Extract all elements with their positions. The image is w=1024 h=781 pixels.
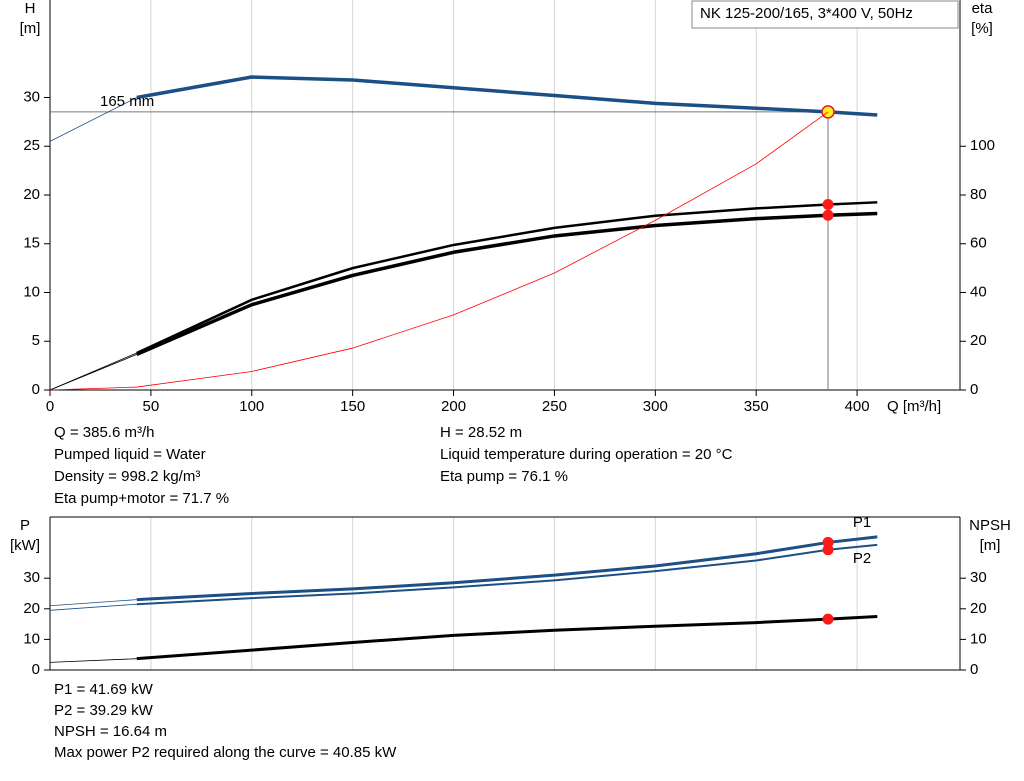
curve-extension: [49, 354, 137, 391]
y2-tick-label: 0: [970, 381, 978, 398]
title-box: [691, 0, 959, 29]
curve-label: P2: [853, 550, 871, 567]
x-tick-label: 150: [340, 398, 365, 415]
info-text: Eta pump+motor = 71.7 %: [54, 490, 229, 507]
info-text: Max power P2 required along the curve = …: [54, 744, 397, 761]
y-tick-label: 0: [32, 661, 40, 678]
duty-point: [822, 199, 834, 211]
y2-tick-label: 20: [970, 600, 987, 617]
x-tick-label: 50: [143, 398, 160, 415]
x-tick-label: 400: [845, 398, 870, 415]
y2-axis-label: eta: [972, 0, 994, 17]
y-tick-label: 25: [23, 137, 40, 154]
duty-point: [822, 544, 834, 556]
y-tick-label: 10: [23, 630, 40, 647]
y-tick-label: 5: [32, 332, 40, 349]
duty-point: [822, 613, 834, 625]
y2-tick-label: 80: [970, 186, 987, 203]
info-text: H = 28.52 m: [440, 424, 522, 441]
info-text: Liquid temperature during operation = 20…: [440, 446, 733, 463]
y-tick-label: 30: [23, 569, 40, 586]
y2-tick-label: 20: [970, 332, 987, 349]
y-axis-label: P: [20, 517, 30, 534]
y-tick-label: 20: [23, 600, 40, 617]
info-text: NPSH = 16.64 m: [54, 723, 167, 740]
curve: [136, 211, 878, 357]
curve-extension: [49, 97, 137, 142]
curve-label: 165 mm: [100, 93, 154, 110]
curve: [136, 201, 878, 355]
y2-tick-label: 10: [970, 630, 987, 647]
y-tick-label: 10: [23, 283, 40, 300]
x-tick-label: 250: [542, 398, 567, 415]
info-text: Density = 998.2 kg/m³: [54, 468, 200, 485]
y-axis-label: H: [25, 0, 36, 17]
y2-tick-label: 0: [970, 661, 978, 678]
y2-axis-label: NPSH: [969, 517, 1011, 534]
y-tick-label: 20: [23, 186, 40, 203]
curve: [136, 535, 878, 602]
chart-title: NK 125-200/165, 3*400 V, 50Hz: [700, 5, 913, 22]
info-text: P1 = 41.69 kW: [54, 681, 154, 698]
curve-extension: [49, 599, 137, 607]
x-tick-label: 200: [441, 398, 466, 415]
y-tick-label: 30: [23, 88, 40, 105]
x-tick-label: 0: [46, 398, 54, 415]
x-tick-label: 100: [239, 398, 264, 415]
x-axis-label: Q [m³/h]: [887, 398, 941, 415]
info-text: P2 = 39.29 kW: [54, 702, 154, 719]
y-tick-label: 15: [23, 235, 40, 252]
curve-extension: [49, 603, 137, 611]
y2-axis-label: [m]: [980, 537, 1001, 554]
duty-point: [822, 209, 834, 221]
y-tick-label: 0: [32, 381, 40, 398]
curve-label: P1: [853, 514, 871, 531]
info-text: Eta pump = 76.1 %: [440, 468, 568, 485]
y2-tick-label: 60: [970, 235, 987, 252]
curve-extension: [49, 658, 137, 663]
y2-axis-label: [%]: [971, 20, 993, 37]
y-axis-label: [m]: [20, 20, 41, 37]
curve: [136, 543, 878, 606]
x-tick-label: 300: [643, 398, 668, 415]
y2-tick-label: 30: [970, 569, 987, 586]
curve: [136, 75, 878, 117]
x-tick-label: 350: [744, 398, 769, 415]
curve: [49, 111, 829, 391]
info-text: Q = 385.6 m³/h: [54, 424, 154, 441]
y2-tick-label: 100: [970, 137, 995, 154]
y2-tick-label: 40: [970, 283, 987, 300]
curve: [136, 614, 878, 661]
y-axis-label: [kW]: [10, 537, 40, 554]
info-text: Pumped liquid = Water: [54, 446, 206, 463]
